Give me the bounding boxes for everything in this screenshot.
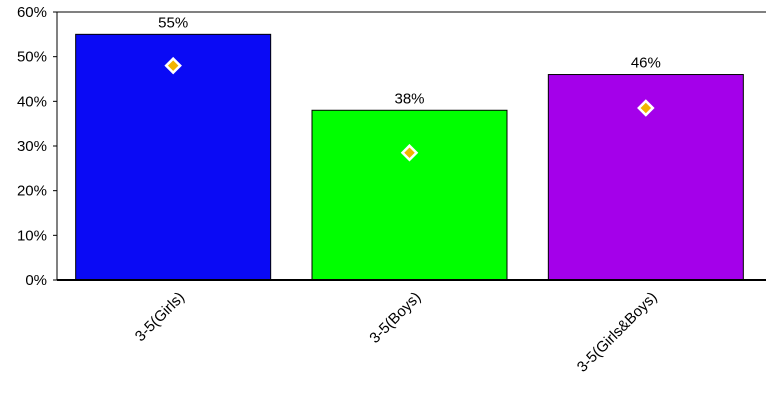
bar-value-label: 46% [631,55,661,72]
marker-point [637,99,655,117]
y-tick-label: 20% [17,183,47,200]
bar [75,33,272,281]
x-tick-label: 3-5(Girls&Boys) [574,289,661,376]
y-tick-label: 10% [17,227,47,244]
bar [311,109,508,281]
y-tick-label: 30% [17,138,47,155]
x-tick-label: 3-5(Boys) [366,289,424,347]
y-axis: 0% 10% 20% 30% 40% 50% 60% [17,4,766,289]
y-tick-label: 40% [17,93,47,110]
value-labels: 55% 38% 46% [158,14,661,107]
y-tick-label: 50% [17,49,47,66]
y-tick-label: 0% [25,272,47,289]
bar-value-label: 55% [158,14,188,31]
x-tick-labels: 3-5(Girls) 3-5(Boys) 3-5(Girls&Boys) [132,289,661,376]
bar-value-label: 38% [394,90,424,107]
marker-point [400,143,419,162]
markers [164,56,655,162]
y-tick-label: 60% [17,4,47,21]
marker-point [164,56,182,75]
x-tick-label: 3-5(Girls) [132,289,188,345]
